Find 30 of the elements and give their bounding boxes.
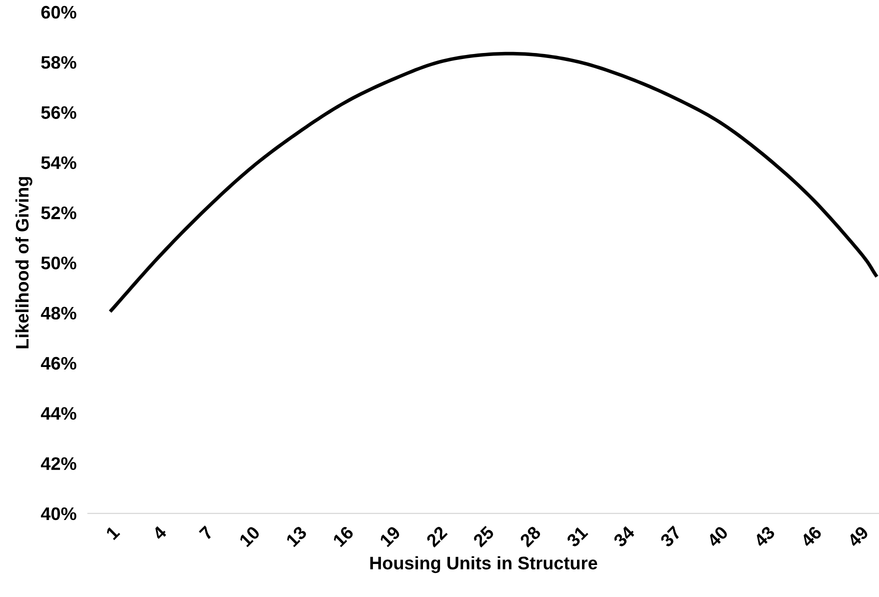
- x-tick-label: 43: [752, 525, 776, 548]
- y-axis-title: Likelihood of Giving: [15, 177, 32, 348]
- y-tick-label: 56%: [41, 106, 76, 119]
- x-tick-label: 19: [379, 525, 402, 548]
- y-tick-label: 40%: [40, 507, 76, 520]
- y-tick-label: 52%: [41, 206, 76, 220]
- x-tick-label: 22: [426, 525, 448, 548]
- x-tick-label: 10: [238, 525, 261, 548]
- x-tick-label: 4: [152, 525, 168, 541]
- x-tick-label: 16: [332, 525, 354, 548]
- x-tick-label: 1: [105, 525, 120, 540]
- y-tick-label: 44%: [40, 407, 76, 420]
- x-tick-label: 7: [198, 526, 214, 540]
- x-tick-label: 28: [519, 525, 542, 548]
- y-tick-label: 58%: [41, 56, 76, 69]
- y-tick-label: 48%: [40, 306, 76, 320]
- x-tick-label: 40: [706, 525, 729, 548]
- x-tick-label: 49: [846, 525, 870, 548]
- y-tick-label: 54%: [41, 156, 76, 170]
- x-tick-label: 13: [285, 525, 308, 548]
- y-tick-label: 60%: [41, 6, 76, 19]
- x-tick-label: 46: [800, 525, 822, 548]
- y-tick-label: 42%: [40, 457, 76, 470]
- x-tick-label: 25: [472, 525, 495, 548]
- x-tick-label: 31: [566, 525, 588, 548]
- y-tick-label: 46%: [40, 356, 76, 370]
- x-tick-label: 37: [659, 525, 682, 548]
- x-tick-label: 34: [612, 524, 636, 548]
- x-axis-title: Housing Units in Structure: [370, 556, 598, 574]
- y-tick-label: 50%: [41, 256, 76, 270]
